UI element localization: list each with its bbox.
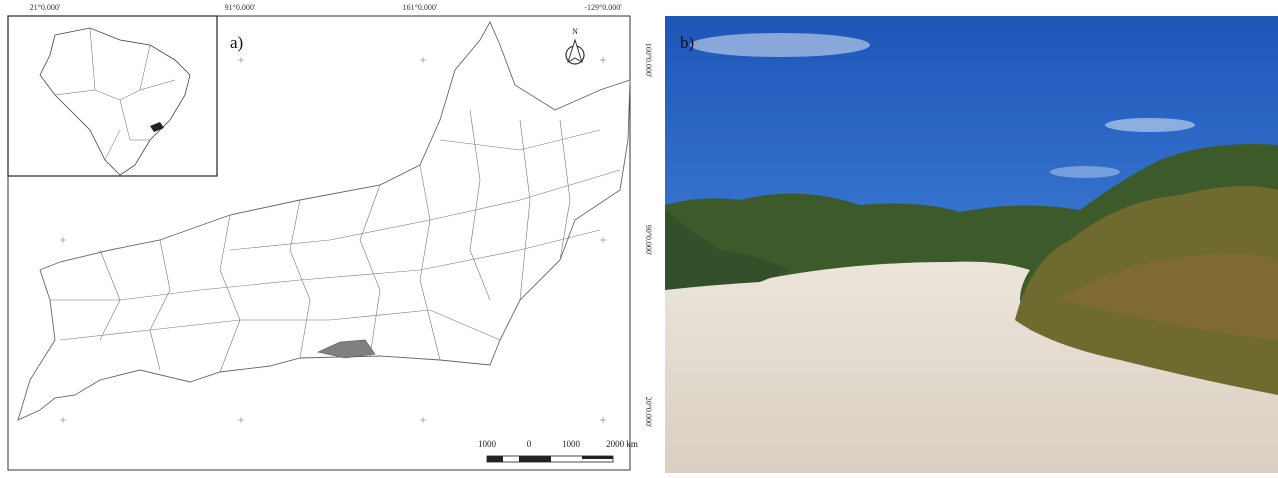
cloud [690,33,870,57]
scale-label: 1000 [562,439,581,449]
panel-label: b) [680,33,694,52]
top-coord: 91°0.000' [225,3,256,12]
north-label: N [572,27,578,36]
photo-panel: b) [665,16,1278,473]
top-coord: 161°0.000' [403,3,438,12]
scale-label: 0 [527,439,532,449]
side-coord: 20°0.000' [644,397,653,428]
side-coord: 90°0.000' [644,225,653,256]
cloud [1050,166,1120,178]
map-panel: 21°0.000' 91°0.000' 161°0.000' -129°0.00… [8,3,653,470]
side-coord: 160°0.000' [644,43,653,78]
figure: 21°0.000' 91°0.000' 161°0.000' -129°0.00… [0,0,1278,473]
top-coord: -129°0.000' [584,3,622,12]
page: 21°0.000' 91°0.000' 161°0.000' -129°0.00… [0,0,1278,478]
top-coord: 21°0.000' [30,3,61,12]
scale-label: 1000 [478,439,497,449]
cloud [1105,118,1195,132]
panel-label: a) [230,33,243,52]
scale-label: 2000 km [606,439,638,449]
